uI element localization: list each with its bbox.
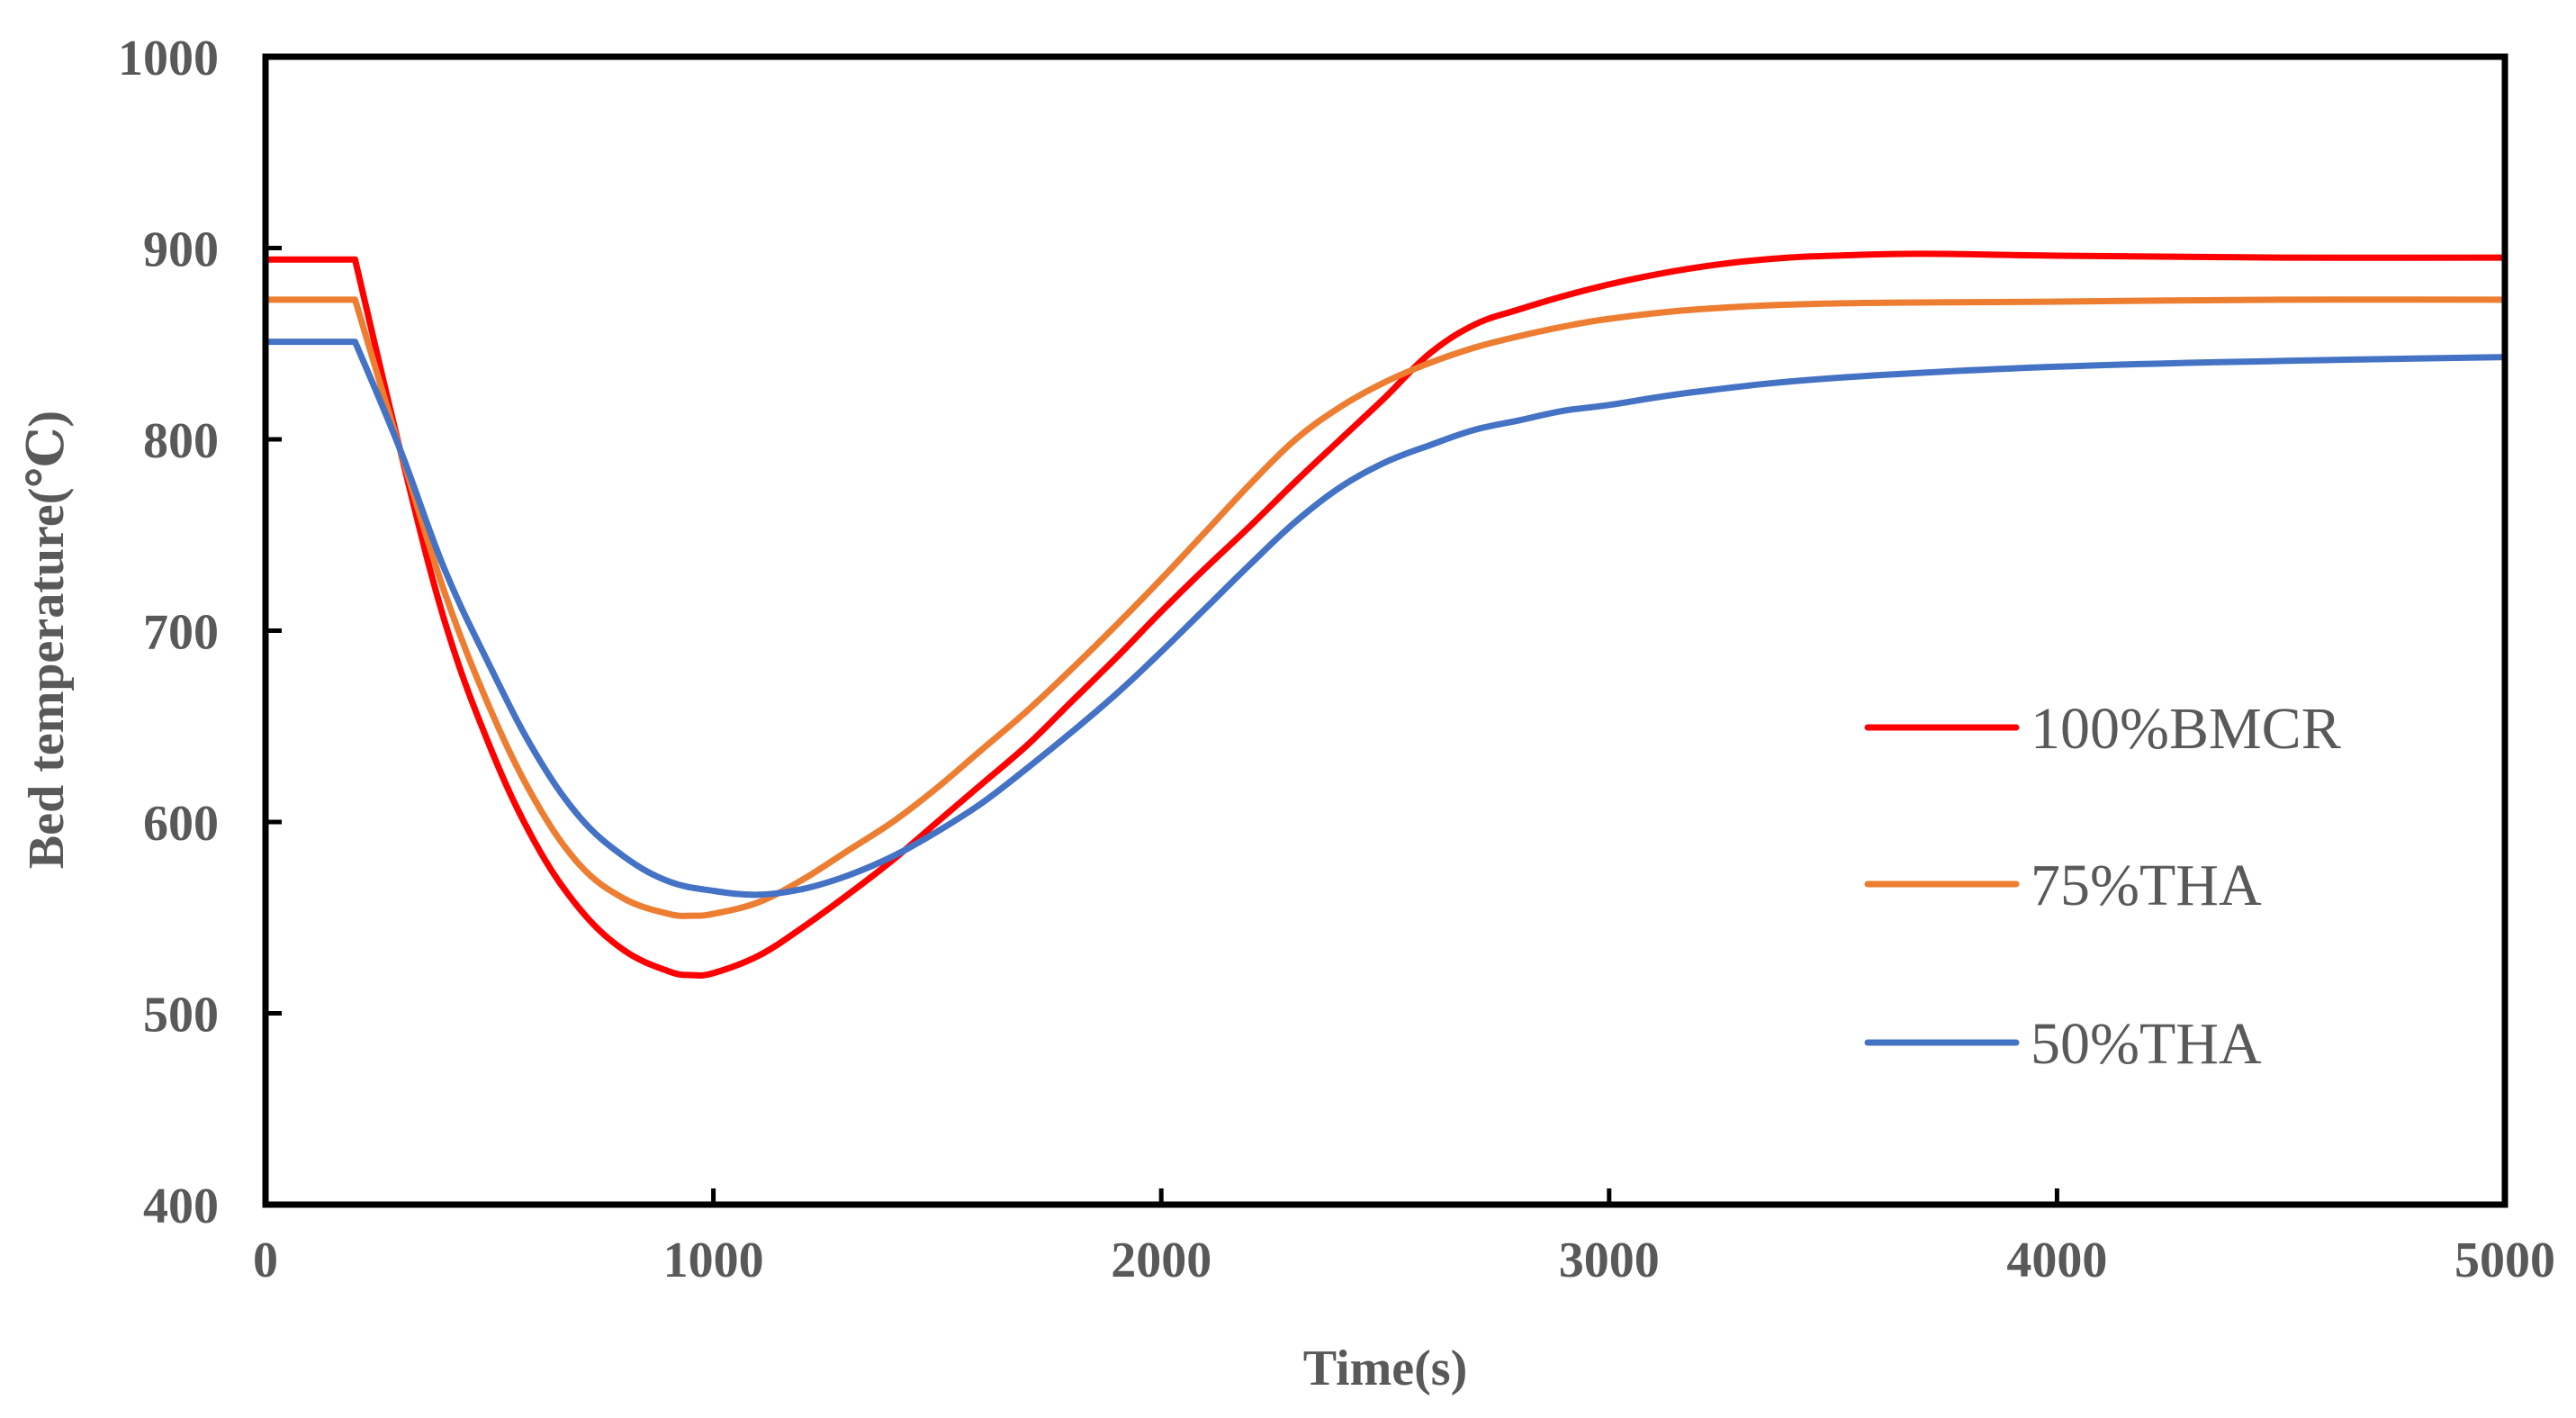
y-axis-title: Bed temperature(℃) — [19, 411, 75, 869]
legend-label: 100%BMCR — [2031, 696, 2341, 762]
x-tick-label: 1000 — [663, 1233, 764, 1288]
legend-label: 75%THA — [2031, 853, 2262, 918]
x-tick-label: 0 — [253, 1233, 278, 1288]
y-tick-label: 1000 — [118, 31, 219, 86]
legend: 100%BMCR 75%THA 50%THA — [1864, 696, 2341, 1077]
x-tick-label: 4000 — [2006, 1233, 2107, 1288]
series-layer — [262, 250, 2508, 980]
x-axis-title: Time(s) — [1303, 1341, 1468, 1396]
y-tick-label: 800 — [143, 413, 219, 469]
y-tick-label: 500 — [143, 988, 219, 1043]
series-line-75-tha — [262, 296, 2508, 919]
x-tick-label: 5000 — [2454, 1233, 2555, 1288]
tick-layer: 0 1000 2000 3000 4000 5000 400 500 600 700 800 900 1… — [118, 31, 2555, 1288]
y-tick-label: 600 — [143, 796, 219, 852]
y-tick-label: 400 — [143, 1179, 219, 1234]
legend-label: 50%THA — [2031, 1011, 2262, 1077]
series-line-100-bmcr — [262, 250, 2508, 980]
x-tick-label: 2000 — [1111, 1233, 1211, 1288]
y-tick-label: 900 — [143, 222, 219, 278]
y-tick-label: 700 — [143, 605, 219, 661]
series-line-50-tha — [262, 339, 2508, 899]
x-tick-label: 3000 — [1559, 1233, 1660, 1288]
